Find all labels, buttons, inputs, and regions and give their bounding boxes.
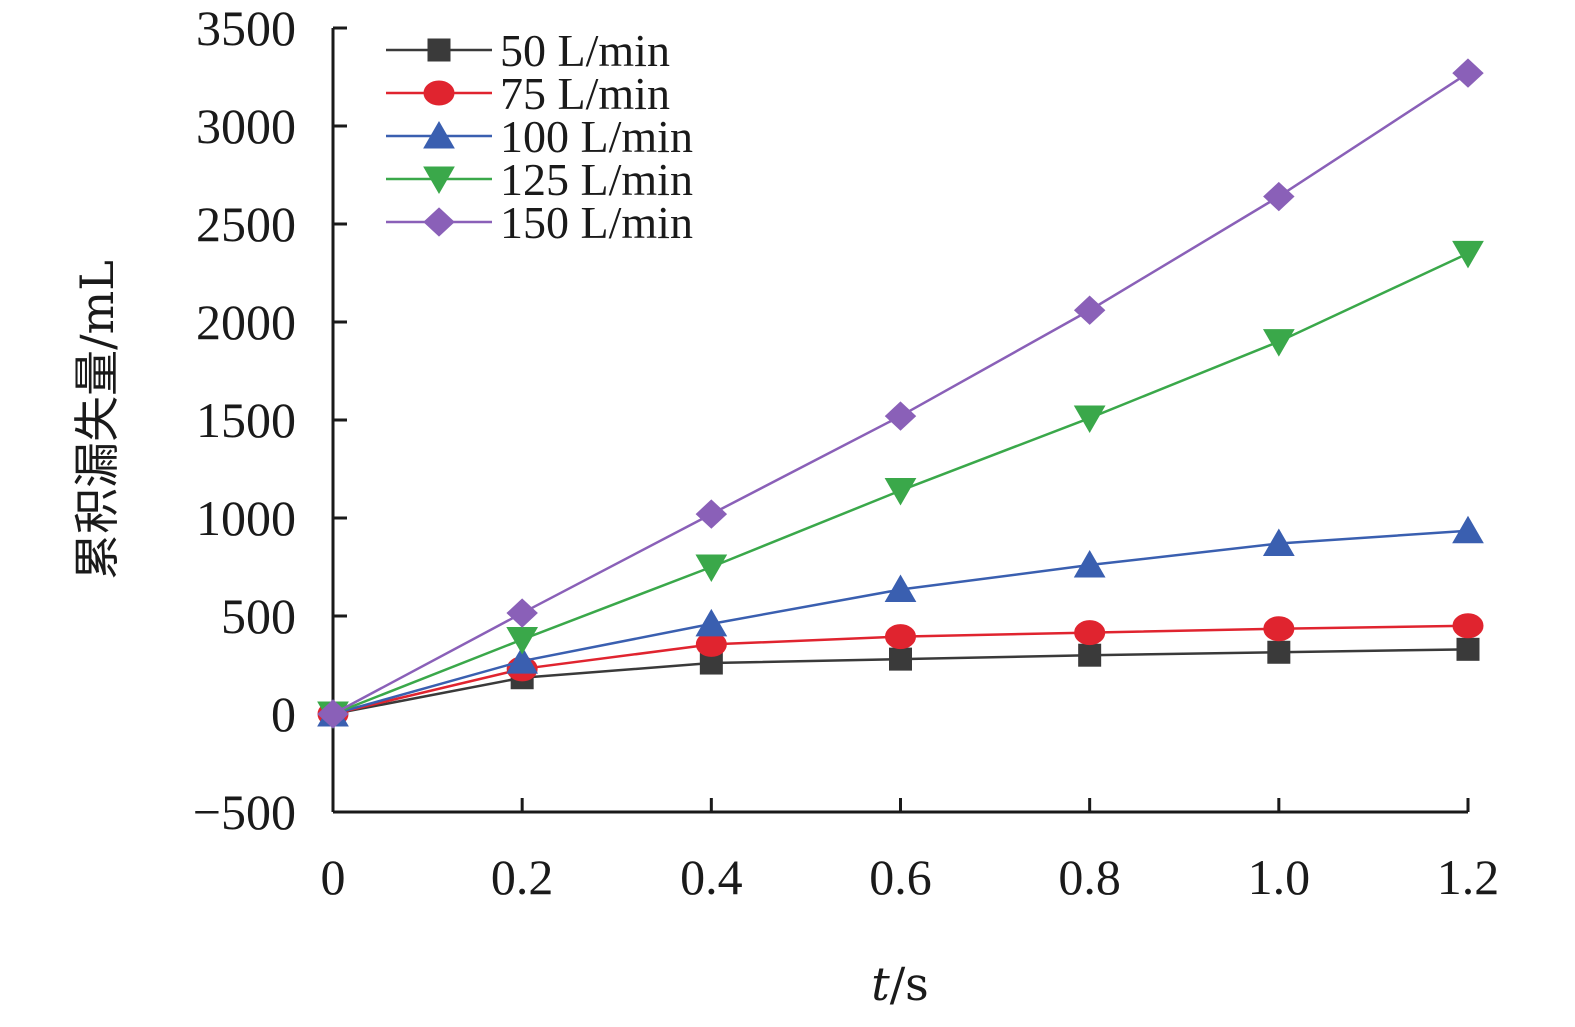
data-point <box>506 598 538 628</box>
y-tick-label: 2500 <box>196 196 296 252</box>
data-point <box>889 647 912 671</box>
data-point <box>506 646 539 674</box>
data-point <box>695 608 728 637</box>
y-ticks: −500 0 500 1000 1500 2000 2500 3000 3500 <box>193 0 347 840</box>
data-point <box>1452 515 1484 544</box>
legend-marker <box>427 38 451 62</box>
data-point <box>884 401 917 431</box>
legend-marker <box>423 166 455 195</box>
data-point <box>695 499 728 529</box>
x-axis-title: t/s <box>871 957 929 1011</box>
series-layer <box>317 58 1484 730</box>
y-tick-label: −500 <box>193 784 296 840</box>
data-point <box>1073 550 1106 578</box>
y-tick-label: 500 <box>221 588 296 644</box>
data-point <box>1456 637 1480 661</box>
data-point <box>506 627 539 655</box>
y-axis-title: 累积漏失量/mL <box>70 260 124 580</box>
series-2 <box>317 515 1484 727</box>
data-point <box>1263 616 1295 642</box>
y-tick-label: 1000 <box>196 490 296 546</box>
x-tick-label: 1.2 <box>1437 849 1500 905</box>
data-point <box>885 624 916 650</box>
x-tick-label: 0 <box>321 849 346 905</box>
data-point <box>1262 329 1295 357</box>
legend-marker <box>423 207 455 237</box>
y-tick-label: 1500 <box>196 392 296 448</box>
series-4 <box>317 58 1484 729</box>
data-point <box>1452 613 1484 639</box>
legend-entry: 125 L/min <box>386 154 693 205</box>
data-point <box>884 574 917 603</box>
data-point <box>884 478 917 506</box>
legend-label: 50 L/min <box>500 25 670 76</box>
y-tick-label: 0 <box>271 686 296 742</box>
data-point <box>1073 405 1106 434</box>
legend-entry: 75 L/min <box>386 68 670 119</box>
legend-marker <box>423 120 455 149</box>
data-point <box>1263 181 1295 212</box>
legend-label: 75 L/min <box>500 68 670 119</box>
data-point <box>695 554 728 583</box>
x-tick-label: 1.0 <box>1248 849 1311 905</box>
x-ticks: 0 0.2 0.4 0.6 0.8 1.0 1.2 <box>321 798 1500 905</box>
data-point <box>1074 620 1106 646</box>
data-point <box>1452 240 1484 269</box>
data-point <box>1078 643 1102 667</box>
data-point <box>317 699 349 729</box>
legend-label: 150 L/min <box>500 197 693 248</box>
x-tick-label: 0.2 <box>491 849 554 905</box>
legend-entry: 50 L/min <box>386 25 670 76</box>
legend-entry: 100 L/min <box>386 111 693 162</box>
y-tick-label: 3500 <box>196 0 296 56</box>
data-point <box>1073 295 1106 325</box>
data-point <box>1452 58 1484 88</box>
legend-label: 125 L/min <box>500 154 693 205</box>
data-point <box>1267 640 1291 664</box>
legend-entry: 150 L/min <box>386 197 693 248</box>
legend-label: 100 L/min <box>500 111 693 162</box>
y-tick-label: 3000 <box>196 98 296 154</box>
legend-marker <box>423 80 455 106</box>
x-tick-label: 0.6 <box>869 849 932 905</box>
y-tick-label: 2000 <box>196 294 296 350</box>
x-tick-label: 0.4 <box>680 849 743 905</box>
data-point <box>1262 528 1295 556</box>
x-tick-label: 0.8 <box>1058 849 1121 905</box>
